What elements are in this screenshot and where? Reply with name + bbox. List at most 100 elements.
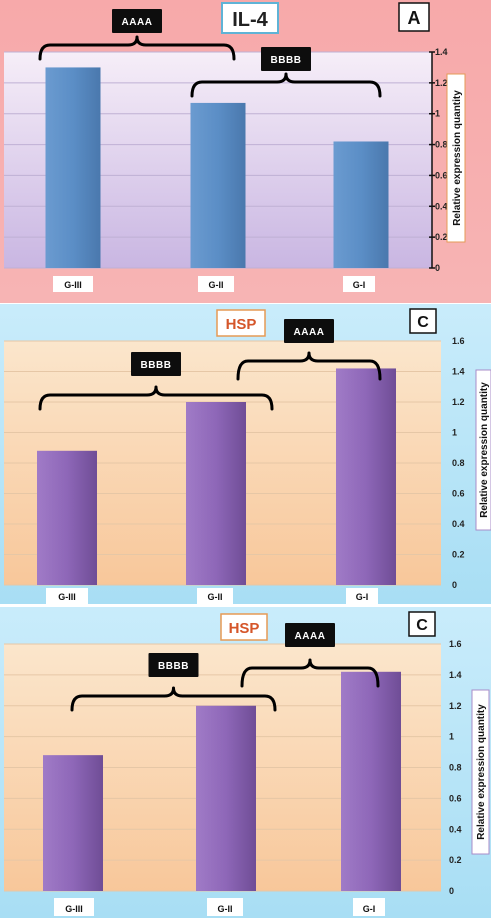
panel-label: C: [417, 314, 429, 331]
bar-g-iii: [45, 67, 101, 268]
y-tick-label: 1.6: [452, 336, 465, 346]
x-tick-label: G-II: [208, 592, 223, 602]
bar-g-ii: [196, 705, 256, 891]
y-tick-label: 0.4: [452, 519, 465, 529]
y-tick-label: 0.8: [435, 140, 448, 150]
y-axis-label: Relative expression quantity: [476, 704, 487, 840]
x-tick-label-box: [53, 276, 93, 292]
y-tick-label: 1: [435, 109, 440, 119]
y-tick-label: 0: [449, 886, 454, 896]
x-tick-label: G-III: [58, 592, 76, 602]
y-axis-label-box: [446, 73, 466, 243]
bar-g-i: [333, 141, 389, 268]
y-tick-label: 0.2: [435, 232, 448, 242]
x-tick-label-box: [343, 276, 375, 292]
bar-g-i: [336, 368, 396, 585]
significance-bracket: [236, 351, 382, 381]
y-tick-label: 0.2: [449, 855, 462, 865]
y-tick-label: 0.6: [449, 793, 462, 803]
y-tick-label: 1.4: [435, 47, 448, 57]
significance-label-box: [284, 319, 334, 343]
significance-bracket: [38, 35, 236, 61]
panel-label-box: [398, 2, 430, 32]
x-tick-label: G-I: [363, 904, 376, 914]
x-ticks: G-III G-II G-I: [54, 898, 385, 916]
panel-label-box: [408, 611, 436, 637]
x-tick-label-box: [54, 898, 94, 916]
chart-title-box: [220, 613, 268, 641]
x-tick-label: G-II: [218, 904, 233, 914]
y-tick-label: 1.6: [449, 639, 462, 649]
y-tick-label: 0.4: [435, 201, 448, 211]
y-tick-label: 1.2: [452, 397, 465, 407]
chart-title-box: [216, 309, 266, 337]
x-ticks: G-III G-II G-I: [46, 588, 378, 604]
significance-label-box: [285, 623, 335, 647]
y-tick-label: 1.2: [449, 701, 462, 711]
y-ticks: 0 0.2 0.4 0.6 0.8 1 1.2 1.4: [429, 47, 448, 273]
bars: [43, 671, 401, 891]
bar-g-ii: [186, 402, 246, 585]
y-axis-label: Relative expression quantity: [479, 382, 490, 518]
x-tick-label-box: [346, 588, 378, 604]
chart-title-box: [221, 2, 279, 34]
x-tick-label: G-I: [356, 592, 369, 602]
y-ticks: 0 0.2 0.4 0.6 0.8 1 1.2 1.4 1.6: [452, 336, 465, 590]
y-tick-label: 0: [435, 263, 440, 273]
y-tick-label: 1.2: [435, 78, 448, 88]
y-tick-label: 1: [452, 428, 457, 438]
significance-label-box: [112, 9, 162, 33]
y-tick-label: 1: [449, 732, 454, 742]
significance-bracket: [240, 658, 380, 688]
x-tick-label-box: [46, 588, 88, 604]
significance-label-box: [261, 47, 311, 71]
x-tick-label: G-I: [353, 280, 366, 290]
significance-bracket: [38, 385, 274, 411]
significance-label-box: [148, 653, 199, 677]
brackets: BBBB AAAA: [70, 623, 380, 712]
significance-label: AAAA: [122, 17, 153, 28]
y-ticks: 0 0.2 0.4 0.6 0.8 1 1.2 1.4 1.6: [449, 639, 462, 896]
x-ticks: G-III G-II G-I: [53, 276, 375, 292]
y-tick-label: 1.4: [449, 670, 462, 680]
significance-label: BBBB: [158, 661, 189, 672]
y-axis-label-box: [475, 369, 491, 531]
significance-label-box: [131, 352, 181, 376]
y-tick-label: 0.8: [449, 763, 462, 773]
significance-bracket: [70, 686, 277, 712]
x-tick-label: G-II: [209, 280, 224, 290]
y-axis-label-box: [471, 689, 490, 855]
y-tick-label: 0.6: [435, 170, 448, 180]
y-tick-label: 0.4: [449, 824, 462, 834]
y-tick-label: 0.8: [452, 458, 465, 468]
chart-title: HSP: [226, 316, 257, 333]
significance-label: BBBB: [141, 360, 172, 371]
x-tick-label-box: [197, 588, 233, 604]
x-tick-label-box: [207, 898, 243, 916]
x-tick-label: G-III: [65, 904, 83, 914]
y-tick-label: 0.6: [452, 489, 465, 499]
y-tick-label: 0: [452, 580, 457, 590]
chart-title: HSP: [229, 620, 260, 637]
x-tick-label-box: [353, 898, 385, 916]
panel-label-box: [409, 308, 437, 334]
bars: [37, 368, 396, 585]
bar-g-ii: [190, 102, 246, 269]
x-tick-label: G-III: [64, 280, 82, 290]
chart-title: IL-4: [232, 9, 268, 31]
bar-g-i: [341, 671, 401, 891]
significance-label: BBBB: [271, 55, 302, 66]
significance-label: AAAA: [295, 631, 326, 642]
bars: [45, 67, 389, 269]
brackets: BBBB AAAA: [38, 319, 382, 411]
y-tick-label: 0.2: [452, 550, 465, 560]
panel-label: C: [416, 617, 428, 634]
bar-g-iii: [43, 755, 103, 891]
bar-g-iii: [37, 450, 97, 585]
significance-bracket: [190, 72, 382, 98]
x-tick-label-box: [198, 276, 234, 292]
